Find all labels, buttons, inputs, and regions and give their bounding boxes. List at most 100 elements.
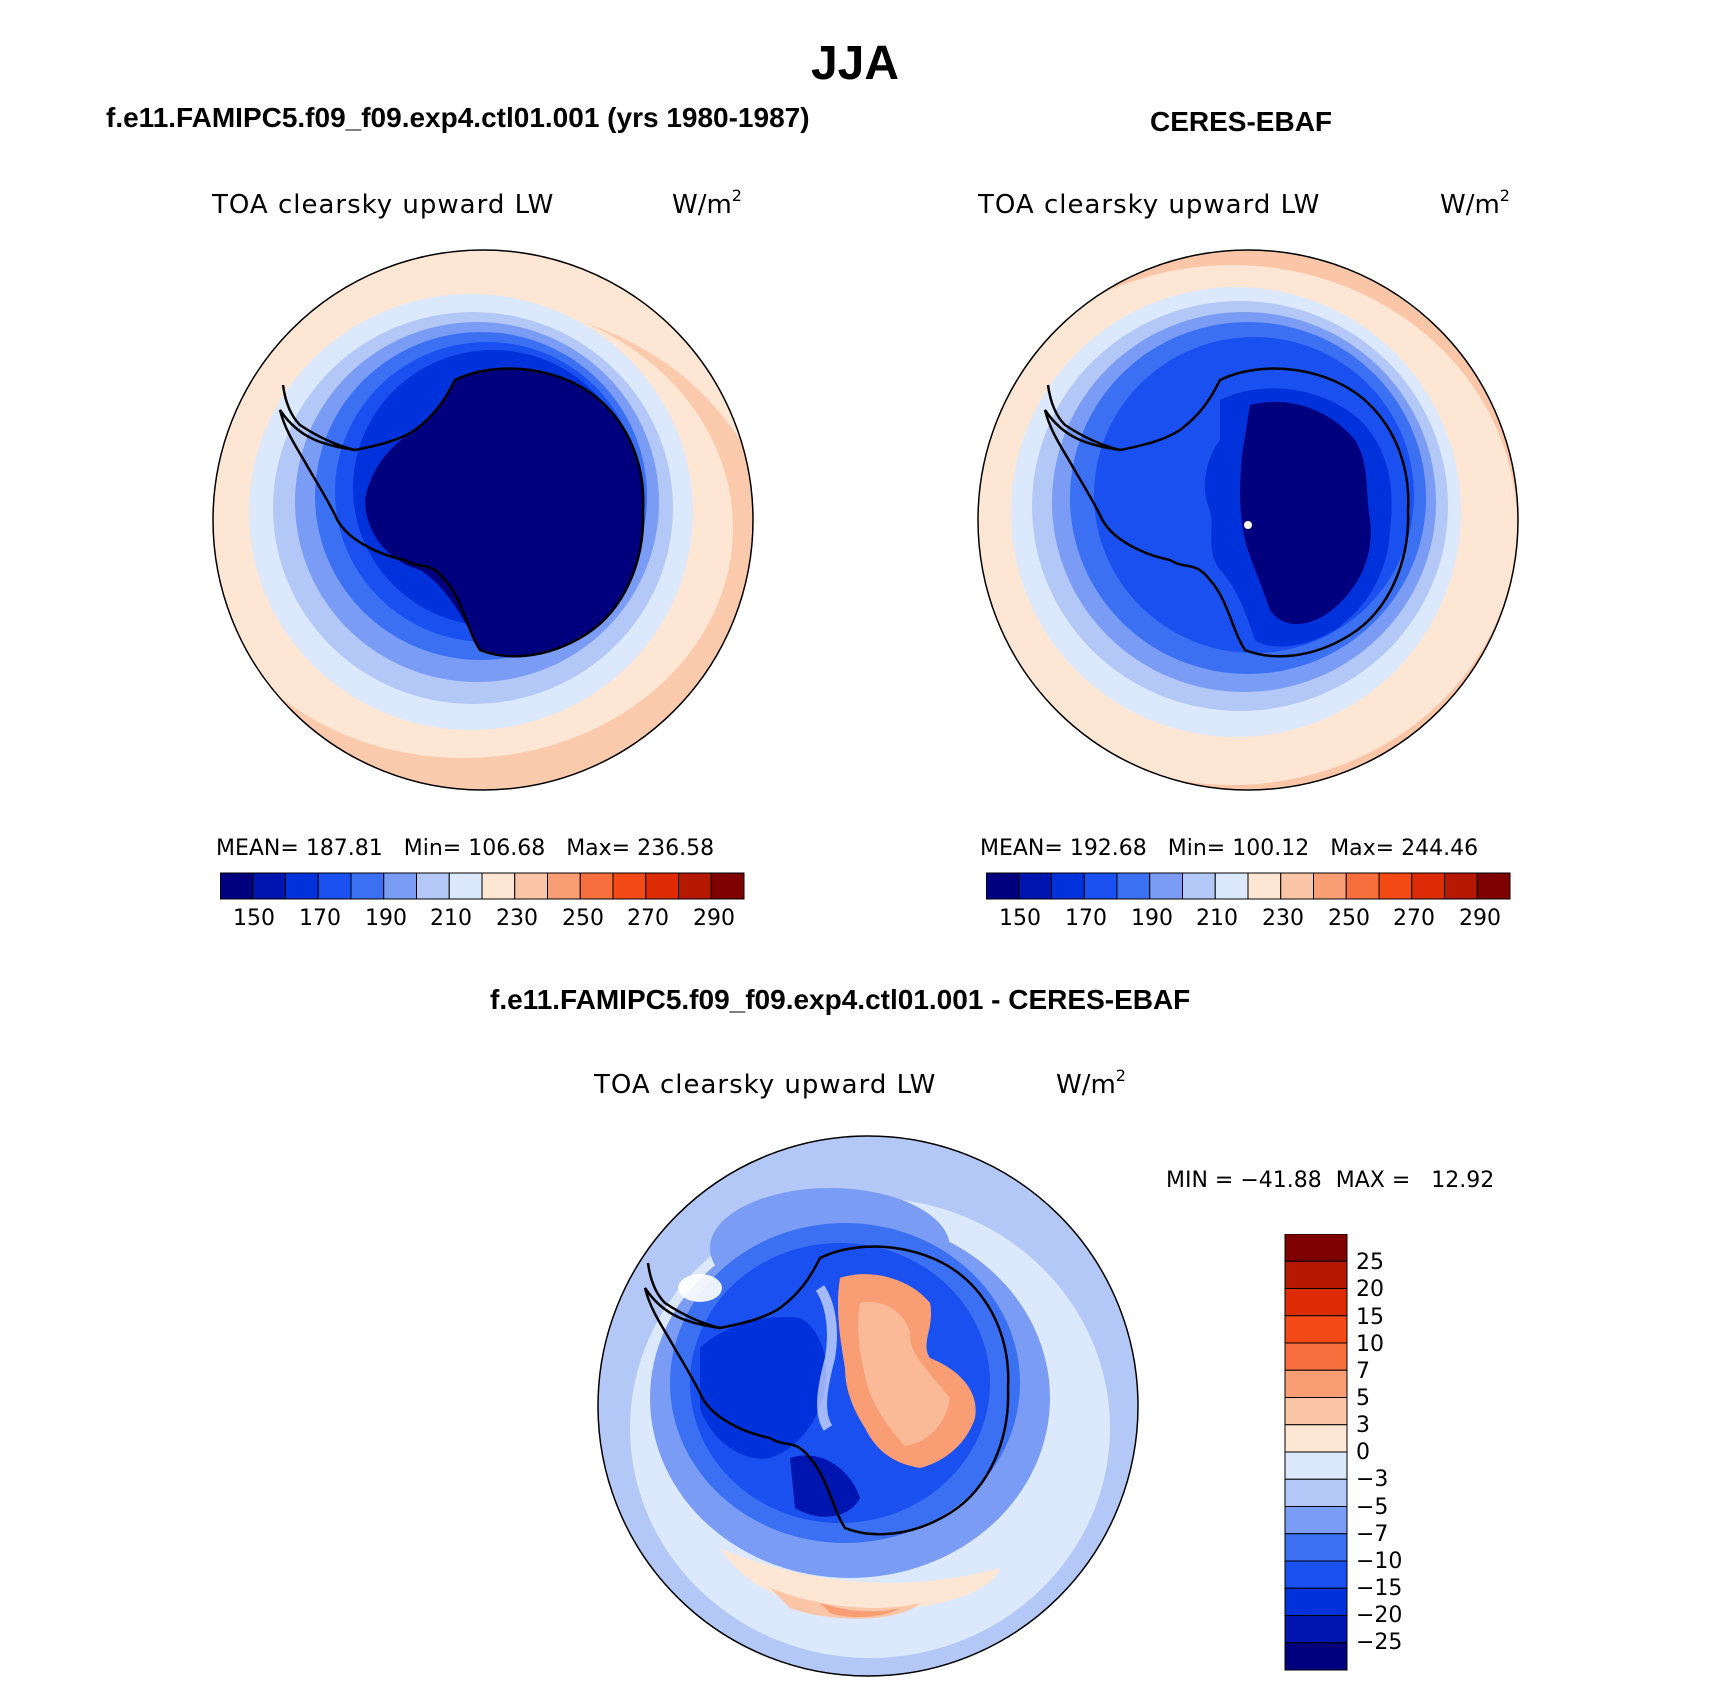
colorbar-swatch <box>1214 872 1249 900</box>
model-units-label: W/m2 <box>672 186 742 220</box>
diff-tick-label: 3 <box>1356 1413 1370 1438</box>
colorbar-swatch <box>1476 872 1511 900</box>
obs-tick-label: 230 <box>1262 906 1304 931</box>
obs-variable-label: TOA clearsky upward LW <box>978 190 1321 220</box>
colorbar-swatch <box>1284 1424 1348 1453</box>
obs-tick-label: 290 <box>1459 906 1501 931</box>
colorbar-swatch <box>1018 872 1052 900</box>
colorbar-swatch <box>220 872 254 900</box>
colorbar-swatch <box>1284 1260 1348 1289</box>
colorbar-swatch <box>1182 872 1216 900</box>
colorbar-swatch <box>1284 1533 1348 1562</box>
colorbar-swatch <box>1284 1587 1348 1616</box>
colorbar-swatch <box>416 872 450 900</box>
diff-colorbar <box>1284 1234 1348 1671</box>
diff-tick-label: −7 <box>1356 1522 1389 1547</box>
colorbar-swatch <box>1313 872 1347 900</box>
colorbar-swatch <box>1284 1560 1348 1589</box>
obs-stats: MEAN= 192.68 Min= 100.12 Max= 244.46 <box>980 836 1479 861</box>
diff-tick-label: 10 <box>1356 1332 1384 1357</box>
colorbar-swatch <box>317 872 352 900</box>
colorbar-swatch <box>1284 1315 1348 1344</box>
colorbar-swatch <box>547 872 581 900</box>
colorbar-swatch <box>1284 1288 1348 1317</box>
model-tick-label: 250 <box>562 906 604 931</box>
model-panel-title: f.e11.FAMIPC5.f09_f09.exp4.ctl01.001 (yr… <box>106 102 810 133</box>
obs-tick-label: 150 <box>999 906 1041 931</box>
model-tick-label: 270 <box>627 906 669 931</box>
colorbar-swatch <box>612 872 647 900</box>
model-tick-label: 150 <box>233 906 275 931</box>
colorbar-swatch <box>1284 1342 1348 1371</box>
diff-tick-label: −15 <box>1356 1576 1403 1601</box>
obs-polar-map <box>977 249 1519 791</box>
obs-colorbar-ticks: 150 170 190 210 230 250 270 290 <box>986 906 1512 936</box>
diff-tick-label: 5 <box>1356 1386 1370 1411</box>
colorbar-swatch <box>1280 872 1314 900</box>
colorbar-swatch <box>645 872 679 900</box>
colorbar-swatch <box>1284 1234 1348 1262</box>
obs-tick-label: 210 <box>1196 906 1238 931</box>
colorbar-swatch <box>1284 1615 1348 1644</box>
diff-tick-label: 25 <box>1356 1250 1384 1275</box>
colorbar-swatch <box>710 872 745 900</box>
obs-tick-label: 250 <box>1328 906 1370 931</box>
diff-variable-label: TOA clearsky upward LW <box>594 1070 937 1100</box>
colorbar-swatch <box>1284 1478 1348 1507</box>
colorbar-swatch <box>1378 872 1413 900</box>
colorbar-swatch <box>1284 1369 1348 1398</box>
colorbar-swatch <box>448 872 483 900</box>
model-variable-label: TOA clearsky upward LW <box>212 190 555 220</box>
obs-colorbar <box>986 872 1511 900</box>
obs-tick-label: 170 <box>1065 906 1107 931</box>
colorbar-swatch <box>1149 872 1183 900</box>
model-polar-map <box>212 249 754 791</box>
model-colorbar <box>220 872 745 900</box>
model-tick-label: 190 <box>365 906 407 931</box>
model-tick-label: 210 <box>430 906 472 931</box>
colorbar-swatch <box>1284 1506 1348 1535</box>
colorbar-swatch <box>350 872 385 900</box>
colorbar-swatch <box>1083 872 1118 900</box>
colorbar-swatch <box>1345 872 1380 900</box>
colorbar-swatch <box>383 872 417 900</box>
colorbar-swatch <box>514 872 548 900</box>
obs-units-label: W/m2 <box>1440 186 1510 220</box>
diff-polar-map <box>597 1135 1139 1677</box>
diff-colorbar-ticks: 25 20 15 10 7 5 3 0 −3 −5 −7 −10 −15 −20… <box>1356 1250 1436 1670</box>
obs-tick-label: 190 <box>1131 906 1173 931</box>
diff-tick-label: −3 <box>1356 1467 1389 1492</box>
colorbar-swatch <box>1051 872 1085 900</box>
diff-tick-label: −25 <box>1356 1630 1403 1655</box>
diff-tick-label: 20 <box>1356 1277 1384 1302</box>
colorbar-swatch <box>1411 872 1445 900</box>
model-tick-label: 230 <box>496 906 538 931</box>
colorbar-swatch <box>481 872 516 900</box>
diff-units-label: W/m2 <box>1056 1066 1126 1100</box>
model-tick-label: 170 <box>299 906 341 931</box>
colorbar-swatch <box>1444 872 1478 900</box>
model-tick-label: 290 <box>693 906 735 931</box>
obs-tick-label: 270 <box>1393 906 1435 931</box>
diff-stats: MIN = −41.88 MAX = 12.92 <box>1166 1168 1495 1193</box>
colorbar-swatch <box>1247 872 1282 900</box>
diff-tick-label: 0 <box>1356 1440 1370 1465</box>
model-colorbar-ticks: 150 170 190 210 230 250 270 290 <box>220 906 746 936</box>
colorbar-swatch <box>1284 1397 1348 1426</box>
diff-tick-label: −5 <box>1356 1495 1389 1520</box>
colorbar-swatch <box>252 872 286 900</box>
colorbar-swatch <box>986 872 1020 900</box>
figure-title: JJA <box>810 37 900 90</box>
diff-tick-label: −20 <box>1356 1603 1403 1628</box>
colorbar-swatch <box>285 872 319 900</box>
colorbar-swatch <box>579 872 614 900</box>
colorbar-swatch <box>678 872 712 900</box>
colorbar-swatch <box>1116 872 1151 900</box>
diff-panel-title: f.e11.FAMIPC5.f09_f09.exp4.ctl01.001 - C… <box>490 984 1191 1015</box>
colorbar-swatch <box>1284 1642 1348 1671</box>
colorbar-swatch <box>1284 1451 1348 1480</box>
diff-tick-label: −10 <box>1356 1549 1403 1574</box>
diff-tick-label: 15 <box>1356 1305 1384 1330</box>
model-stats: MEAN= 187.81 Min= 106.68 Max= 236.58 <box>216 836 715 861</box>
diff-tick-label: 7 <box>1356 1359 1370 1384</box>
